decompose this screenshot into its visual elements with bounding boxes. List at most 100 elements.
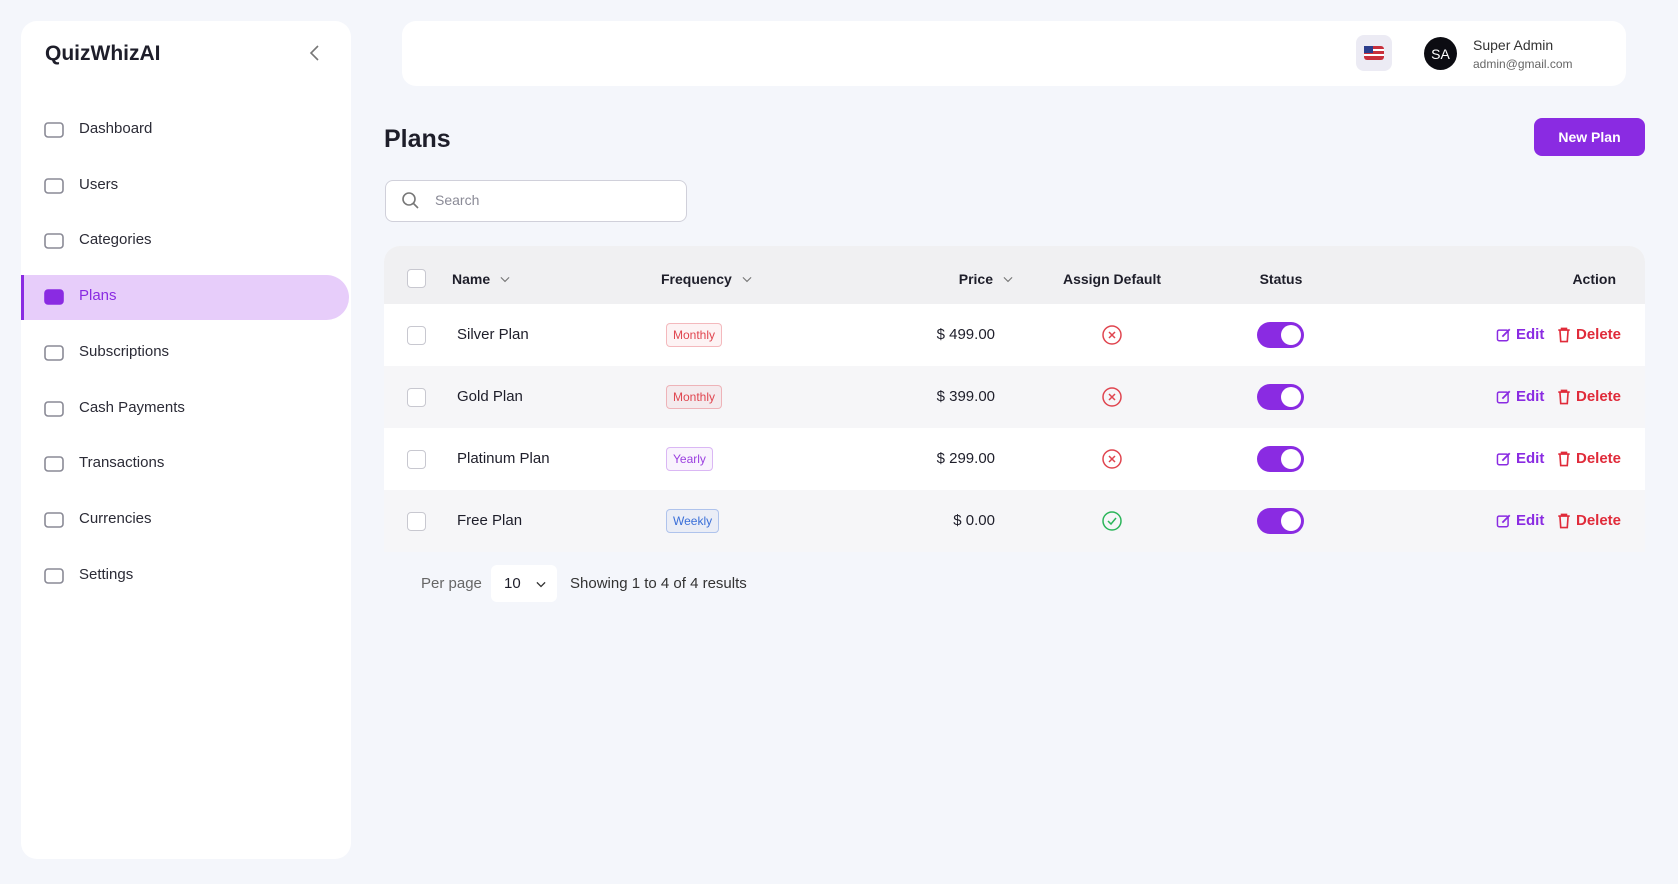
delete-button[interactable]: Delete <box>1576 388 1622 405</box>
frequency-badge: Yearly <box>666 447 713 471</box>
icon <box>309 45 319 61</box>
row-checkbox[interactable] <box>407 388 426 407</box>
price: $ 0.00 <box>953 512 995 529</box>
nav-item[interactable]: Users <box>79 175 119 193</box>
nav-icon <box>43 509 65 536</box>
edit-button[interactable]: Edit <box>1516 450 1545 467</box>
icon <box>1496 390 1511 404</box>
column-header[interactable]: Price <box>817 268 1017 290</box>
nav-item[interactable]: Dashboard <box>79 120 153 137</box>
icon <box>402 192 419 209</box>
column-label: Price <box>958 271 993 287</box>
per-page-value: 10 <box>504 575 521 592</box>
table-row <box>384 428 1645 490</box>
sidebar <box>21 21 351 859</box>
icon <box>1496 328 1511 342</box>
edit-icon <box>1495 326 1513 349</box>
status-toggle[interactable] <box>1257 384 1304 410</box>
flag <box>1364 46 1384 60</box>
column-header: Status <box>1181 268 1381 290</box>
table-header <box>384 246 1645 304</box>
user-email: admin@gmail.com <box>1473 57 1573 71</box>
icon <box>1102 511 1122 531</box>
nav-item[interactable]: Currencies <box>79 509 152 527</box>
edit-button[interactable]: Edit <box>1516 512 1545 529</box>
icon <box>500 276 510 283</box>
icon <box>1102 387 1122 407</box>
nav-item[interactable]: Settings <box>79 565 134 583</box>
delete-icon <box>1555 388 1573 411</box>
language-flag[interactable] <box>1356 35 1392 71</box>
nav-active <box>21 275 349 321</box>
status-toggle[interactable] <box>1257 322 1304 348</box>
column-header: Action <box>1416 268 1616 290</box>
toggle-knob <box>1281 325 1301 345</box>
icon <box>1558 327 1570 343</box>
new-plan-button[interactable]: New Plan <box>1534 118 1645 156</box>
delete-button[interactable]: Delete <box>1576 512 1622 529</box>
icon <box>1102 449 1122 469</box>
per-page-select[interactable] <box>491 565 557 602</box>
column-label: Name <box>452 271 491 287</box>
search-placeholder: Search <box>435 192 480 208</box>
row-checkbox[interactable] <box>407 326 426 345</box>
toggle-knob <box>1281 387 1301 407</box>
edit-button[interactable]: Edit <box>1516 388 1545 405</box>
default-no-icon <box>1101 386 1123 413</box>
column-header[interactable]: Frequency <box>661 268 756 290</box>
table-row <box>384 490 1645 552</box>
icon <box>44 289 64 305</box>
column-header[interactable]: Name <box>452 268 514 290</box>
icon <box>44 344 64 361</box>
column-header: Assign Default <box>1012 268 1212 290</box>
collapse-button[interactable] <box>304 42 326 69</box>
nav-item[interactable]: Categories <box>79 231 152 249</box>
delete-icon <box>1555 326 1573 349</box>
icon <box>44 122 64 138</box>
avatar: SA <box>1424 37 1457 70</box>
icon <box>44 177 64 194</box>
toggle-knob <box>1281 511 1301 531</box>
status-toggle[interactable] <box>1257 508 1304 534</box>
nav-item[interactable]: Transactions <box>79 454 165 472</box>
icon <box>1102 325 1122 345</box>
icon <box>1558 451 1570 467</box>
status-toggle[interactable] <box>1257 446 1304 472</box>
column-label: Frequency <box>661 271 732 287</box>
topbar <box>402 21 1626 86</box>
icon <box>1496 452 1511 466</box>
nav-item[interactable]: Subscriptions <box>79 342 170 360</box>
icon <box>44 233 64 250</box>
nav-item[interactable]: Cash Payments <box>79 398 185 416</box>
column-label: Action <box>1572 271 1616 287</box>
row-checkbox[interactable] <box>407 450 426 469</box>
nav-icon <box>43 175 65 202</box>
edit-icon <box>1495 450 1513 473</box>
user-name: Super Admin <box>1473 37 1554 53</box>
delete-button[interactable]: Delete <box>1576 326 1622 343</box>
nav-icon <box>43 342 65 369</box>
row-checkbox[interactable] <box>407 512 426 531</box>
frequency-badge: Weekly <box>666 509 720 533</box>
icon <box>742 276 752 283</box>
per-page-label: Per page <box>421 575 482 592</box>
search-box[interactable] <box>385 180 687 222</box>
nav-item[interactable]: Plans <box>79 287 117 305</box>
price: $ 499.00 <box>936 326 995 343</box>
nav-icon <box>43 565 65 592</box>
edit-icon <box>1495 388 1513 411</box>
delete-button[interactable]: Delete <box>1576 450 1622 467</box>
edit-button[interactable]: Edit <box>1516 326 1545 343</box>
frequency-badge: Monthly <box>666 323 723 347</box>
icon <box>44 567 64 584</box>
nav-icon <box>43 119 65 146</box>
plan-name: Free Plan <box>457 512 523 529</box>
column-label: Status <box>1259 271 1303 287</box>
icon <box>44 512 64 528</box>
icon <box>1558 389 1570 405</box>
select-all-checkbox[interactable] <box>407 269 426 288</box>
nav-icon <box>43 230 65 257</box>
column-label: Assign Default <box>1062 271 1161 287</box>
